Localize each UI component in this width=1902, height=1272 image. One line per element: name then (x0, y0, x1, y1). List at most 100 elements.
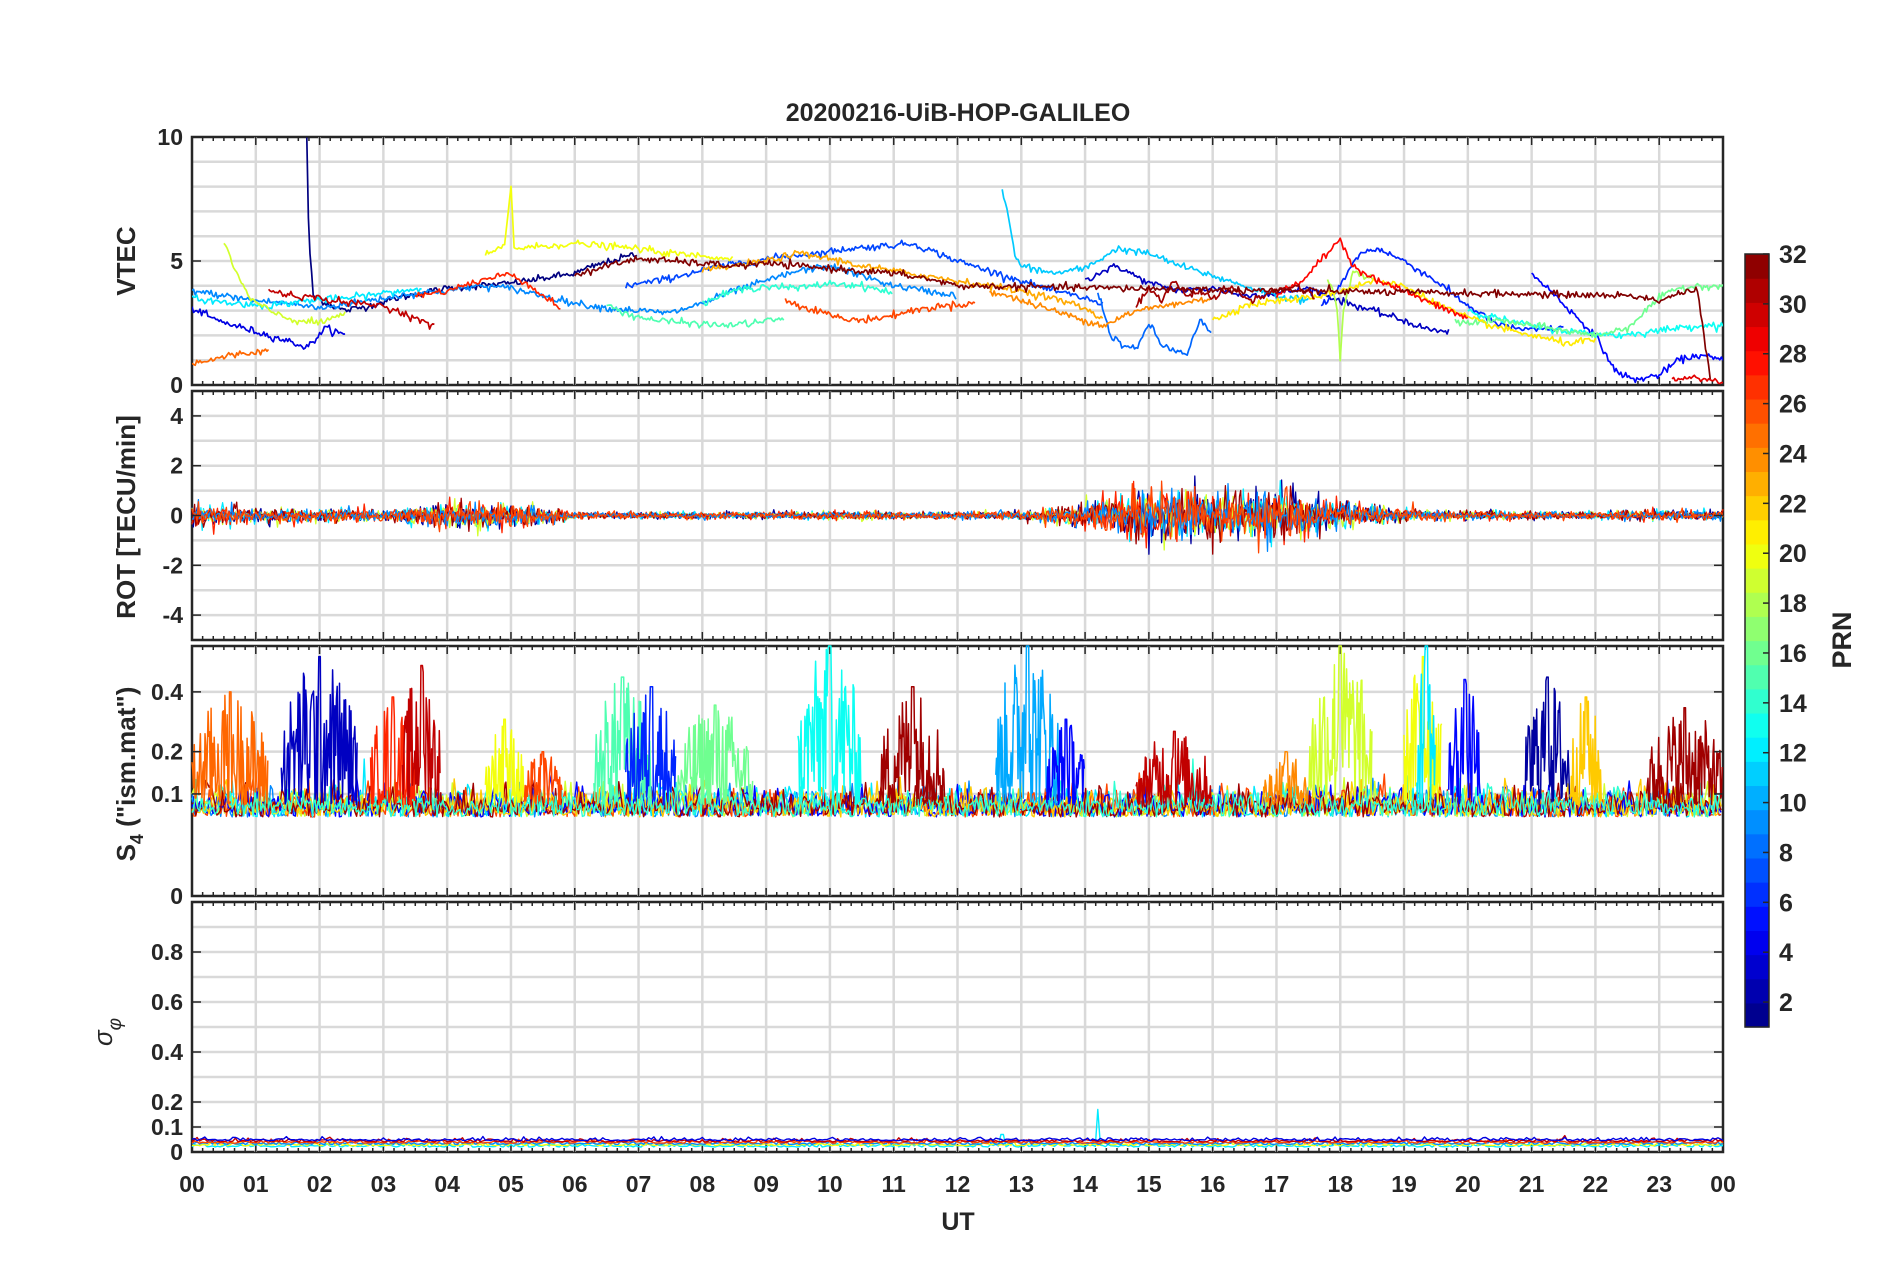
vtec-line-prn-28 (1275, 237, 1469, 320)
colorbar-segment (1745, 568, 1769, 593)
x-tick-label: 23 (1646, 1171, 1672, 1197)
x-tick-label: 12 (945, 1171, 971, 1197)
x-tick-label: 02 (307, 1171, 333, 1197)
colorbar-segment (1745, 254, 1769, 279)
s4-burst-prn-22 (1569, 696, 1603, 806)
svg-text:S4 ("ism.mat"): S4 ("ism.mat") (111, 687, 147, 862)
vtec-ylabel: VTEC (111, 226, 141, 296)
s4-burst-prn-31 (880, 686, 946, 806)
sigma-line-prn-20 (191, 1139, 1724, 1147)
colorbar-label: PRN (1827, 611, 1857, 668)
vtec-line-prn-9 (192, 263, 957, 316)
chart-title: 20200216-UiB-HOP-GALILEO (786, 99, 1131, 127)
x-tick-label: 07 (626, 1171, 652, 1197)
x-tick-label: 17 (1264, 1171, 1290, 1197)
vtec-ytick-label: 5 (170, 248, 183, 274)
rot-ylabel: ROT [TECU/min] (111, 415, 141, 619)
colorbar-segment (1745, 737, 1769, 762)
colorbar-segment (1745, 543, 1769, 569)
s4-burst-prn-6 (625, 686, 677, 806)
vtec-line-prn-15 (606, 304, 785, 329)
x-tick-label: 00 (179, 1171, 205, 1197)
x-tick-label: 22 (1583, 1171, 1609, 1197)
colorbar-tick-label: 16 (1779, 640, 1807, 668)
s4-burst-prn-20 (484, 718, 525, 806)
colorbar-segment (1745, 978, 1769, 1004)
x-axis: 00 01 02 03 04 05 06 07 08 09 10 11 12 13 14 15 16 17 18 19… (179, 1171, 1736, 1197)
rot-line-prn-26 (191, 480, 1724, 554)
colorbar-tick-label: 32 (1779, 241, 1807, 269)
vtec-line-prn-27 (414, 272, 561, 310)
s4-burst-prn-26 (522, 750, 563, 806)
colorbar-segment (1745, 616, 1769, 642)
vtec-line-prn-21 (1211, 277, 1597, 347)
colorbar-segment (1745, 954, 1769, 980)
vtec-line-prn-16 (1454, 282, 1723, 338)
s4-burst-prn-3 (280, 655, 358, 806)
vtec-line-prn-32 (574, 255, 1712, 380)
x-tick-label: 13 (1008, 1171, 1034, 1197)
vtec-line-prn-19 (223, 242, 346, 326)
colorbar-segment (1745, 326, 1769, 352)
x-tick-label: 18 (1327, 1171, 1353, 1197)
vtec-line-prn-5 (1531, 272, 1723, 384)
colorbar-tick-label: 10 (1779, 790, 1807, 818)
colorbar-tick-label: 4 (1779, 939, 1793, 967)
colorbar-segment (1745, 809, 1769, 835)
s4-bg-prn-14 (191, 758, 1722, 818)
s4-ytick-label: 0.1 (151, 781, 183, 807)
vtec-panel: 0 5 10 (157, 124, 1725, 398)
x-tick-label: 15 (1136, 1171, 1162, 1197)
x-tick-label: 10 (817, 1171, 843, 1197)
colorbar-tick-label: 26 (1779, 391, 1807, 419)
x-tick-label: 16 (1200, 1171, 1226, 1197)
colorbar-segment (1745, 350, 1769, 376)
x-tick-label: 05 (498, 1171, 524, 1197)
x-tick-label: 03 (371, 1171, 397, 1197)
s4-burst-prn-2 (1524, 676, 1571, 805)
x-tick-label: 00 (1710, 1171, 1736, 1197)
vtec-line-prn-24 (989, 290, 1212, 329)
sigma-ytick-label: 0 (170, 1139, 183, 1165)
x-tick-label: 14 (1072, 1171, 1098, 1197)
svg-text:σφ: σφ (88, 1018, 126, 1046)
x-tick-label: 09 (753, 1171, 779, 1197)
s4-ytick-label: 0.4 (151, 679, 183, 705)
s4-burst-prn-16 (676, 704, 754, 806)
x-tick-label: 20 (1455, 1171, 1481, 1197)
sigma-ytick-label: 0.6 (151, 989, 183, 1015)
colorbar-segment (1745, 398, 1769, 424)
colorbar-segment (1745, 374, 1769, 400)
colorbar-segment (1745, 761, 1769, 787)
rot-panel: -4 -2 0 2 4 (163, 389, 1725, 642)
vtec-line-prn-6 (1320, 247, 1564, 333)
sigma-line-prn-4 (191, 1135, 1724, 1142)
x-tick-label: 06 (562, 1171, 588, 1197)
s4-burst-prn-30 (1135, 730, 1213, 806)
s4-panel: 0 0.1 0.2 0.4 (151, 644, 1725, 909)
colorbar-tick-label: 18 (1779, 590, 1807, 618)
vtec-ytick-label: 0 (170, 372, 183, 398)
colorbar-segment (1745, 712, 1769, 738)
s4-burst-prn-12 (1416, 645, 1436, 805)
colorbar-segment (1745, 423, 1769, 448)
vtec-line-prn-8 (1096, 292, 1212, 356)
colorbar-tick-label: 24 (1779, 440, 1807, 468)
s4-bg-prn-31 (191, 779, 1722, 818)
sigma-ytick-label: 0.8 (151, 939, 183, 965)
s4-burst-prn-19 (1307, 645, 1373, 805)
colorbar-tick-label: 22 (1779, 490, 1807, 518)
s4-ylabel: S4 ("ism.mat") (111, 687, 147, 862)
vtec-line-prn-26 (784, 298, 976, 324)
x-tick-label: 21 (1519, 1171, 1545, 1197)
colorbar-segment (1745, 882, 1769, 907)
rot-ytick-label: -2 (163, 552, 183, 578)
rot-ytick-label: -4 (163, 602, 184, 628)
colorbar-tick-label: 20 (1779, 540, 1807, 568)
colorbar-tick-label: 14 (1779, 690, 1807, 718)
x-tick-label: 04 (434, 1171, 460, 1197)
sigma-ytick-label: 0.2 (151, 1089, 183, 1115)
colorbar-segment (1745, 688, 1769, 714)
x-tick-label: 11 (882, 1171, 907, 1197)
